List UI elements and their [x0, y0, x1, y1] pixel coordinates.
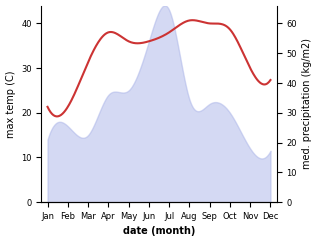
X-axis label: date (month): date (month): [123, 227, 195, 236]
Y-axis label: max temp (C): max temp (C): [5, 70, 16, 138]
Y-axis label: med. precipitation (kg/m2): med. precipitation (kg/m2): [302, 38, 313, 169]
